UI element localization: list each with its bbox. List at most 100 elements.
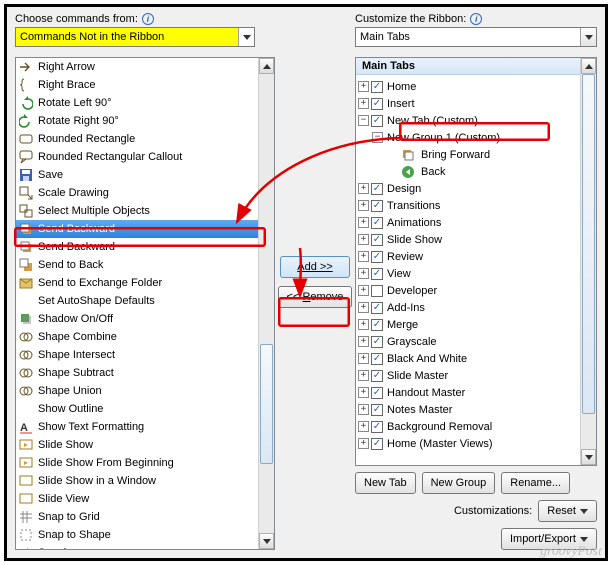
command-item[interactable]: Shape Intersect: [16, 346, 258, 364]
tree-node[interactable]: +✓Design: [358, 180, 580, 197]
checkbox[interactable]: ✓: [371, 234, 383, 246]
scroll-thumb[interactable]: [260, 344, 273, 464]
expand-icon[interactable]: +: [358, 370, 369, 381]
checkbox[interactable]: ✓: [371, 200, 383, 212]
command-item[interactable]: Shape Union: [16, 382, 258, 400]
command-item[interactable]: Show Outline: [16, 400, 258, 418]
expand-icon[interactable]: +: [358, 302, 369, 313]
checkbox[interactable]: ✓: [371, 404, 383, 416]
checkbox[interactable]: ✓: [371, 81, 383, 93]
command-item[interactable]: Scale Drawing: [16, 184, 258, 202]
checkbox[interactable]: ✓: [371, 268, 383, 280]
new-tab-button[interactable]: New Tab: [355, 472, 416, 494]
tree-node[interactable]: +✓Notes Master: [358, 401, 580, 418]
command-item[interactable]: Set AutoShape Defaults: [16, 292, 258, 310]
expand-icon[interactable]: +: [358, 353, 369, 364]
new-group-button[interactable]: New Group: [422, 472, 496, 494]
scroll-up-icon[interactable]: [259, 58, 274, 74]
expand-icon[interactable]: +: [358, 336, 369, 347]
tree-node[interactable]: +✓View: [358, 265, 580, 282]
expand-icon[interactable]: +: [358, 234, 369, 245]
tree-node[interactable]: +✓Black And White: [358, 350, 580, 367]
command-item[interactable]: Right Brace: [16, 76, 258, 94]
command-item[interactable]: Send Backward: [16, 220, 258, 238]
checkbox[interactable]: ✓: [371, 421, 383, 433]
command-item[interactable]: Rounded Rectangular Callout: [16, 148, 258, 166]
expand-icon[interactable]: +: [358, 404, 369, 415]
checkbox[interactable]: ✓: [371, 183, 383, 195]
expand-icon[interactable]: −: [358, 115, 369, 126]
reset-button[interactable]: Reset: [538, 500, 597, 522]
customize-ribbon-combo[interactable]: Main Tabs: [355, 27, 597, 47]
expand-icon[interactable]: +: [358, 217, 369, 228]
command-item[interactable]: Shape Subtract: [16, 364, 258, 382]
command-item[interactable]: Rotate Left 90°: [16, 94, 258, 112]
command-item[interactable]: Select Multiple Objects: [16, 202, 258, 220]
command-item[interactable]: Snap to Shape: [16, 526, 258, 544]
command-item[interactable]: Rounded Rectangle: [16, 130, 258, 148]
command-item[interactable]: Right Arrow: [16, 58, 258, 76]
command-item[interactable]: Slide Show From Beginning: [16, 454, 258, 472]
expand-icon[interactable]: +: [358, 251, 369, 262]
tree-node[interactable]: +✓Grayscale: [358, 333, 580, 350]
info-icon[interactable]: i: [142, 13, 154, 25]
choose-commands-combo[interactable]: Commands Not in the Ribbon: [15, 27, 255, 47]
checkbox[interactable]: ✓: [371, 251, 383, 263]
expand-icon[interactable]: −: [372, 132, 383, 143]
tree-node[interactable]: +✓Home (Master Views): [358, 435, 580, 452]
checkbox[interactable]: ✓: [371, 353, 383, 365]
tree-node[interactable]: +✓Home: [358, 78, 580, 95]
checkbox[interactable]: ✓: [371, 98, 383, 110]
tree-node[interactable]: +✓Animations: [358, 214, 580, 231]
tree-node[interactable]: +✓Insert: [358, 95, 580, 112]
checkbox[interactable]: ✓: [371, 319, 383, 331]
checkbox[interactable]: ✓: [371, 217, 383, 229]
tree-node[interactable]: +✓Transitions: [358, 197, 580, 214]
command-item[interactable]: Send Backward: [16, 238, 258, 256]
expand-icon[interactable]: +: [358, 81, 369, 92]
tree-node[interactable]: Bring Forward: [358, 146, 580, 163]
scroll-down-icon[interactable]: [581, 449, 596, 465]
scrollbar[interactable]: [580, 58, 596, 465]
rename-button[interactable]: Rename...: [501, 472, 570, 494]
scroll-up-icon[interactable]: [581, 58, 596, 74]
expand-icon[interactable]: +: [358, 421, 369, 432]
tree-node[interactable]: +✓Slide Show: [358, 231, 580, 248]
command-item[interactable]: AShow Text Formatting: [16, 418, 258, 436]
checkbox[interactable]: ✓: [371, 115, 383, 127]
tree-node[interactable]: +✓Background Removal: [358, 418, 580, 435]
scroll-down-icon[interactable]: [259, 533, 274, 549]
command-item[interactable]: Speak: [16, 544, 258, 549]
tree-node[interactable]: −New Group 1 (Custom): [358, 129, 580, 146]
expand-icon[interactable]: +: [358, 268, 369, 279]
commands-listbox[interactable]: Right ArrowRight BraceRotate Left 90°Rot…: [15, 57, 275, 550]
command-item[interactable]: Shape Combine: [16, 328, 258, 346]
tree-node[interactable]: +✓Add-Ins: [358, 299, 580, 316]
expand-icon[interactable]: +: [358, 319, 369, 330]
command-item[interactable]: Send to Exchange Folder: [16, 274, 258, 292]
tree-node[interactable]: +✓Merge: [358, 316, 580, 333]
command-item[interactable]: Slide View: [16, 490, 258, 508]
chevron-down-icon[interactable]: [238, 28, 254, 46]
command-item[interactable]: Rotate Right 90°: [16, 112, 258, 130]
expand-icon[interactable]: +: [358, 183, 369, 194]
expand-icon[interactable]: +: [358, 98, 369, 109]
checkbox[interactable]: ✓: [371, 302, 383, 314]
remove-button[interactable]: << Remove: [278, 286, 353, 308]
checkbox[interactable]: ✓: [371, 370, 383, 382]
tree-node[interactable]: +Developer: [358, 282, 580, 299]
expand-icon[interactable]: +: [358, 200, 369, 211]
command-item[interactable]: Shadow On/Off: [16, 310, 258, 328]
command-item[interactable]: Slide Show: [16, 436, 258, 454]
tree-node[interactable]: −✓New Tab (Custom): [358, 112, 580, 129]
tree-node[interactable]: +✓Slide Master: [358, 367, 580, 384]
command-item[interactable]: Send to Back: [16, 256, 258, 274]
command-item[interactable]: Snap to Grid: [16, 508, 258, 526]
expand-icon[interactable]: +: [358, 285, 369, 296]
expand-icon[interactable]: +: [358, 438, 369, 449]
tree-node[interactable]: +✓Review: [358, 248, 580, 265]
add-button[interactable]: Add >>: [280, 256, 350, 278]
ribbon-tree-listbox[interactable]: Main Tabs +✓Home+✓Insert−✓New Tab (Custo…: [355, 57, 597, 466]
checkbox[interactable]: ✓: [371, 387, 383, 399]
checkbox[interactable]: [371, 285, 383, 297]
